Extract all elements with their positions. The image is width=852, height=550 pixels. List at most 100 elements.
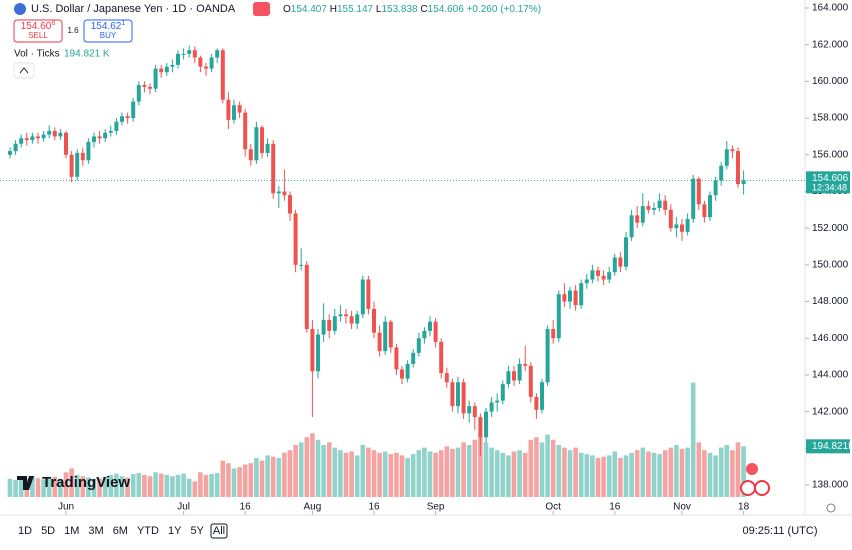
candle-body bbox=[506, 371, 511, 385]
range-button[interactable]: 5D bbox=[41, 525, 55, 537]
candle-body bbox=[433, 321, 438, 342]
volume-bar bbox=[102, 476, 108, 497]
candle-body bbox=[377, 332, 382, 352]
candle-body bbox=[719, 165, 724, 181]
candle-body bbox=[500, 384, 505, 401]
volume-bar bbox=[640, 447, 646, 497]
x-tick-label: Aug bbox=[304, 502, 322, 513]
volume-bar bbox=[500, 452, 506, 497]
y-tick-label: 142.000 bbox=[812, 406, 849, 417]
candle-body bbox=[310, 329, 315, 372]
volume-bar bbox=[444, 446, 450, 497]
candle-body bbox=[528, 365, 533, 397]
buy-button[interactable] bbox=[83, 19, 133, 43]
candle-body bbox=[478, 417, 483, 438]
event-icon[interactable] bbox=[740, 480, 756, 496]
candle-body bbox=[92, 136, 96, 142]
candle-body bbox=[640, 206, 645, 223]
candle-body bbox=[523, 363, 528, 366]
range-button[interactable]: 1M bbox=[64, 525, 79, 537]
y-tick-label: 152.000 bbox=[812, 223, 849, 234]
volume-bar bbox=[634, 450, 640, 497]
legend-change: +0.260 (+0.17%) bbox=[467, 4, 542, 15]
candle-body bbox=[556, 294, 561, 339]
range-button[interactable]: 1D bbox=[18, 525, 32, 537]
candle-body bbox=[702, 204, 707, 218]
candle-body bbox=[86, 141, 91, 161]
candle-body bbox=[254, 127, 259, 161]
candle-body bbox=[299, 264, 304, 266]
y-tick-label: 144.000 bbox=[812, 370, 849, 381]
volume-bar bbox=[136, 473, 142, 497]
candle-body bbox=[635, 215, 640, 223]
candle-body bbox=[215, 50, 220, 58]
candle-body bbox=[663, 200, 668, 210]
candle-body bbox=[400, 369, 404, 379]
candle-body bbox=[461, 382, 466, 414]
volume-bar bbox=[181, 473, 186, 497]
volume-bar bbox=[662, 450, 668, 497]
range-button[interactable]: 5Y bbox=[190, 525, 204, 537]
buy-pip: 1 bbox=[121, 20, 125, 27]
candle-body bbox=[388, 321, 393, 348]
range-button[interactable]: All bbox=[213, 525, 225, 537]
volume-bar bbox=[108, 474, 114, 497]
y-tick-label: 164.000 bbox=[812, 3, 849, 14]
volume-bar bbox=[91, 478, 97, 497]
range-button[interactable]: 6M bbox=[113, 525, 128, 537]
volume-bar bbox=[287, 450, 293, 497]
y-tick-label: 162.000 bbox=[812, 39, 849, 50]
candle-body bbox=[372, 308, 376, 333]
brand: TradingView bbox=[42, 474, 130, 491]
candle-body bbox=[736, 151, 740, 185]
candle-body bbox=[148, 86, 152, 89]
range-button[interactable]: 1Y bbox=[168, 525, 182, 537]
candle-body bbox=[226, 99, 231, 120]
volume-bar bbox=[382, 451, 388, 497]
candle-body bbox=[383, 321, 388, 352]
alert-icon[interactable] bbox=[253, 2, 270, 16]
volume-bar bbox=[534, 437, 539, 497]
volume-bar bbox=[226, 463, 231, 497]
candle-body bbox=[69, 154, 74, 177]
volume-bar bbox=[528, 439, 534, 497]
volume-title: Vol · Ticks bbox=[14, 49, 60, 60]
volume-bar bbox=[522, 452, 528, 497]
volume-bar bbox=[13, 480, 18, 497]
overlay: U.S. Dollar / Japanese Yen · 1D · OANDA … bbox=[0, 2, 852, 515]
volume-bar bbox=[147, 476, 153, 497]
volume-bar bbox=[338, 450, 343, 497]
volume-bar bbox=[86, 477, 91, 497]
volume-bar bbox=[478, 437, 483, 497]
candle-body bbox=[607, 272, 612, 280]
spread: 1.6 bbox=[67, 26, 79, 35]
volume-bar bbox=[52, 476, 58, 497]
candle-body bbox=[108, 130, 113, 133]
volume-bar bbox=[427, 451, 433, 497]
volume-bar bbox=[724, 445, 730, 497]
x-tick-label: Jul bbox=[177, 502, 190, 513]
calendar-button[interactable] bbox=[210, 523, 228, 539]
collapse-button[interactable] bbox=[13, 62, 35, 79]
event-icon[interactable] bbox=[746, 463, 758, 475]
volume-bar bbox=[685, 447, 690, 497]
volume-bar bbox=[35, 478, 41, 497]
candle-body bbox=[243, 112, 248, 150]
candle-body bbox=[209, 57, 214, 69]
candle-body bbox=[220, 50, 225, 100]
range-button[interactable]: 3M bbox=[88, 525, 103, 537]
event-icon[interactable] bbox=[754, 480, 770, 496]
volume-bar bbox=[343, 452, 349, 497]
volume-bar bbox=[394, 452, 399, 497]
volume-bar bbox=[63, 472, 69, 497]
settings-button[interactable] bbox=[826, 503, 836, 513]
candle-body bbox=[545, 329, 550, 383]
candle-body bbox=[327, 319, 332, 331]
x-tick-label: 16 bbox=[609, 502, 621, 513]
buy-price-main: 154.62 bbox=[91, 21, 122, 32]
sell-button[interactable] bbox=[13, 19, 63, 43]
candle-body bbox=[512, 371, 516, 381]
volume-bar bbox=[220, 460, 226, 497]
range-button[interactable]: YTD bbox=[137, 525, 159, 537]
candle-body bbox=[573, 290, 578, 306]
